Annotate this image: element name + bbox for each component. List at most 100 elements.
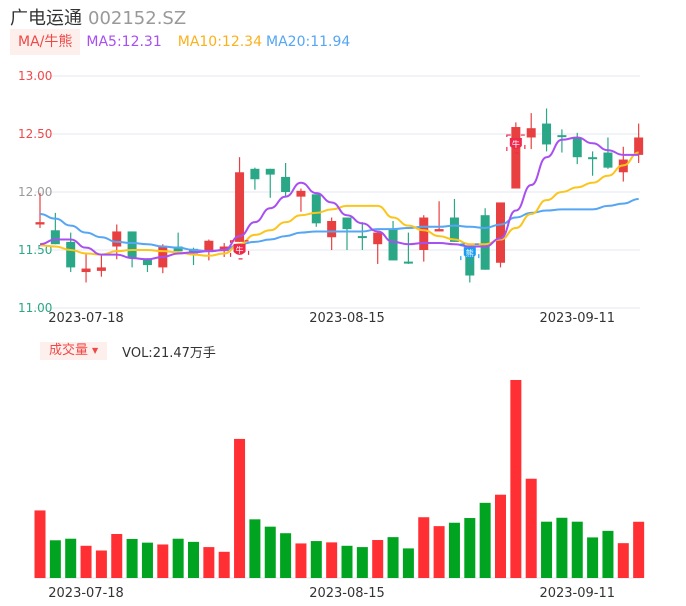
volume-bar [387,537,399,578]
price-tick-label: 12.50 [18,127,52,141]
candle-body [96,267,106,271]
candle-body [311,194,321,224]
signal-shield [463,247,476,259]
volume-indicator-selector[interactable]: 成交量 ▼ [40,342,108,360]
candle [81,253,91,283]
volume-bar [80,545,92,578]
signal-shield [509,138,522,150]
candle-body [588,157,598,160]
candle [511,122,521,189]
volume-tag-label: 成交量 [49,343,89,358]
candle-body [511,127,521,189]
candle [542,108,552,152]
volume-bar [188,541,199,578]
volume-bar [326,542,338,578]
ma10-value: MA10:12.34 [177,34,263,50]
volume-bar [617,543,629,578]
candle-body [81,268,91,273]
candle-body [403,261,413,264]
signal-label: 牛 [512,139,520,149]
triangle-down-icon: ▼ [92,346,99,355]
candle [496,202,505,268]
volume-bar [49,540,61,578]
candle-body [327,221,337,238]
candle-body [127,231,137,259]
signal-shield [233,243,246,255]
ma5-line [39,136,639,261]
candle-body [373,232,383,245]
candle-body [357,236,367,239]
candle-body [142,259,152,266]
bull-signal-icon: 牛 [506,134,526,154]
volume-bar [141,542,153,578]
ma20-value: MA20:11.94 [266,34,351,50]
price-tick-label: 11.00 [18,301,52,315]
volume-bar [172,538,184,578]
volume-bar [249,519,261,578]
volume-bar [464,518,476,578]
volume-bar [587,537,599,578]
candle-body [342,217,352,230]
volume-bar [65,538,77,578]
volume-bar [510,380,522,578]
candle [403,232,413,264]
candle [296,188,306,212]
candle-body [388,229,398,261]
volume-bar [418,517,430,578]
candle-body [603,152,613,168]
candle [204,239,214,261]
candle-body [434,229,444,232]
volume-legend: 成交量 ▼ VOL:21.47万手 [40,342,216,361]
candle-body [189,248,198,254]
volume-bar [402,548,414,578]
candle [342,217,352,250]
price-tick-label: 12.00 [18,185,52,199]
candle-body [112,231,122,247]
volume-bar [126,538,138,578]
ma-indicator-selector[interactable]: MA/牛熊 [10,29,81,55]
volume-bar [111,534,123,578]
signal-frame [229,240,250,260]
ma-legend: MA/牛熊 MA5:12.31 MA10:12.34 MA20:11.94 [10,29,350,55]
volume-bar [295,543,307,578]
candle-body [235,172,245,242]
candle [480,208,490,270]
candle-body [204,240,214,252]
volume-bar [448,522,460,578]
volume-bar [203,547,215,578]
signal-frame [460,243,480,263]
candle-body [419,217,429,250]
volume-bar [372,540,384,578]
bull-signal-icon: 牛 [229,240,250,260]
stock-title: 广电运通 002152.SZ [10,4,186,30]
candle [557,129,567,153]
signal-label: 熊 [466,248,474,258]
candle [526,113,536,150]
bear-signal-icon: 熊 [460,243,480,263]
candle [142,258,152,273]
candle-body [496,202,505,263]
volume-bar [280,533,292,578]
volume-bar [356,547,368,578]
volume-bar [95,550,107,578]
candle [588,151,598,176]
date-axis-label: 2023-07-18 [48,311,124,326]
candle [634,123,644,163]
volume-bar [602,530,614,578]
candle [327,217,337,250]
stock-name: 广电运通 [10,8,82,29]
volume-bar [341,545,353,578]
ma20-line [39,197,639,253]
candle [311,194,321,227]
candle [35,193,45,228]
candle [281,163,291,197]
candle-body [265,168,275,175]
candle-body [35,222,45,225]
candle-body [173,246,183,252]
candle-body [526,128,536,138]
candle [158,244,168,274]
volume-bar [264,526,276,578]
date-axis-label: 2023-08-15 [309,311,385,326]
candle [96,254,106,277]
